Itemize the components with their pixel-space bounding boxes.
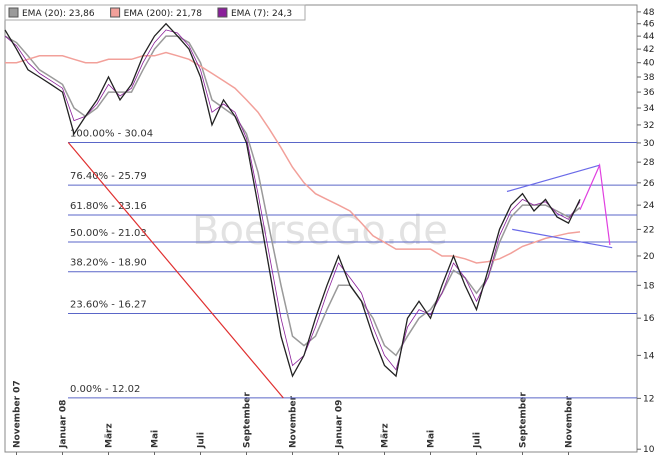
legend-swatch — [217, 7, 228, 18]
legend-swatch — [110, 7, 121, 18]
x-tick-label: Mai — [151, 430, 161, 448]
legend-box — [4, 4, 306, 21]
x-tick-label: November — [289, 395, 299, 448]
y-tick-label: 12 — [643, 394, 654, 404]
y-tick-label: 42 — [643, 45, 654, 55]
legend-label: EMA (20): 23,86 — [22, 9, 95, 19]
x-tick-label: November 07 — [13, 380, 23, 448]
trend-line — [67, 142, 284, 399]
fib-label: 100.00% - 30.04 — [70, 129, 153, 140]
legend-label: EMA (7): 24,3 — [231, 9, 292, 19]
fib-label: 76.40% - 25.79 — [70, 171, 147, 182]
y-tick-label: 38 — [643, 73, 655, 83]
y-tick-label: 34 — [643, 104, 655, 114]
fib-label: 50.00% - 21.03 — [70, 228, 147, 239]
legend-label: EMA (200): 21,78 — [124, 9, 203, 19]
y-tick-label: 20 — [643, 252, 655, 262]
y-tick-label: 44 — [643, 32, 655, 42]
x-tick-label: Mai — [427, 430, 437, 448]
x-tick-label: November — [565, 395, 575, 448]
x-tick-label: Januar 08 — [59, 400, 69, 449]
fib-label: 0.00% - 12.02 — [70, 384, 140, 395]
y-tick-label: 36 — [643, 88, 655, 98]
y-tick-label: 26 — [643, 179, 655, 189]
y-tick-label: 48 — [643, 8, 655, 18]
x-tick-label: September — [519, 392, 529, 448]
y-tick-label: 24 — [643, 201, 655, 211]
y-tick-label: 46 — [643, 20, 655, 30]
y-tick-label: 22 — [643, 225, 654, 235]
watermark: BoerseGo.de — [192, 208, 448, 254]
x-tick-label: Juli — [197, 432, 207, 449]
x-tick-label: Juli — [473, 432, 483, 449]
trend-line — [506, 164, 600, 193]
y-tick-label: 28 — [643, 158, 655, 168]
x-tick-label: März — [105, 423, 115, 448]
trend-line — [512, 228, 613, 249]
y-tick-label: 16 — [643, 314, 655, 324]
price-line — [4, 22, 581, 378]
fib-label: 61.80% - 23.16 — [70, 201, 147, 212]
legend-swatch — [8, 7, 19, 18]
y-tick-label: 32 — [643, 121, 654, 131]
y-tick-label: 40 — [643, 59, 655, 69]
fib-label: 23.60% - 16.27 — [70, 300, 147, 311]
x-tick-label: September — [243, 392, 253, 448]
fib-label: 38.20% - 18.90 — [70, 258, 147, 269]
trend-line — [579, 162, 611, 246]
y-tick-label: 30 — [643, 139, 655, 149]
y-tick-label: 14 — [643, 351, 655, 361]
x-tick-label: März — [381, 423, 391, 448]
ema-line — [5, 51, 581, 264]
y-tick-label: 18 — [643, 281, 655, 291]
x-tick-label: Januar 09 — [335, 400, 345, 449]
y-tick-label: 10 — [643, 445, 655, 455]
